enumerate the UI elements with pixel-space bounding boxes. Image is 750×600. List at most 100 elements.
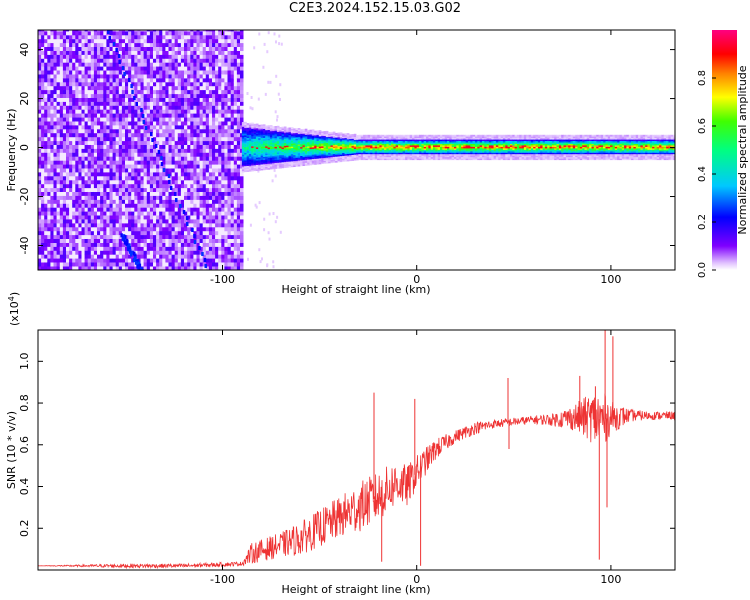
heatmap-cell xyxy=(56,132,61,138)
heatmap-cell xyxy=(215,238,219,243)
heatmap-cell xyxy=(47,199,51,204)
heatmap-cell xyxy=(143,183,148,189)
heatmap-cell xyxy=(177,140,182,145)
heatmap-cell xyxy=(180,219,185,224)
heatmap-cell xyxy=(66,164,70,169)
heatmap-cell xyxy=(262,161,266,163)
heatmap-cell xyxy=(174,211,179,216)
heatmap-cell xyxy=(156,101,160,106)
heatmap-cell xyxy=(149,156,154,161)
heatmap-cell xyxy=(69,85,73,91)
heatmap-cell xyxy=(50,101,54,106)
heatmap-cell xyxy=(241,132,245,135)
heatmap-cell xyxy=(156,199,160,204)
heatmap-cell xyxy=(81,58,85,63)
heatmap-cell xyxy=(137,187,141,192)
heatmap-cell xyxy=(53,199,57,204)
heatmap-cell xyxy=(115,207,120,212)
heatmap-cell xyxy=(125,30,129,32)
heatmap-cell xyxy=(168,176,172,181)
heatmap-cell xyxy=(106,140,110,145)
heatmap-cell xyxy=(159,234,163,239)
heatmap-cell xyxy=(279,146,282,148)
heatmap-cell xyxy=(212,78,216,83)
heatmap-cell xyxy=(134,50,138,55)
heatmap-cell xyxy=(233,156,238,161)
heatmap-cell xyxy=(265,163,268,166)
heatmap-streak-cell xyxy=(124,235,127,240)
heatmap-cell xyxy=(240,34,244,40)
heatmap-cell xyxy=(47,74,51,79)
heatmap-cell xyxy=(212,46,216,51)
heatmap-cell xyxy=(84,89,89,95)
heatmap-cell xyxy=(128,156,132,161)
heatmap-cell xyxy=(171,160,176,165)
heatmap-cell xyxy=(212,50,216,55)
heatmap-cell xyxy=(50,140,54,145)
heatmap-cell xyxy=(41,54,45,59)
heatmap-cell xyxy=(199,187,204,192)
heatmap-cell xyxy=(53,117,57,122)
heatmap-cell xyxy=(177,164,182,169)
heatmap-cell xyxy=(69,74,73,79)
heatmap-cell xyxy=(47,132,51,138)
heatmap-cell xyxy=(224,219,228,224)
heatmap-cell xyxy=(118,203,123,208)
heatmap-cell xyxy=(180,74,185,79)
heatmap-cell xyxy=(47,191,51,196)
heatmap-cell xyxy=(255,151,259,154)
heatmap-cell xyxy=(276,156,280,159)
heatmap-cell xyxy=(272,132,275,134)
heatmap-cell xyxy=(69,46,73,51)
heatmap-cell xyxy=(153,230,157,236)
heatmap-cell xyxy=(131,117,135,122)
heatmap-cell xyxy=(90,199,95,204)
heatmap-cell xyxy=(258,168,261,171)
heatmap-cell xyxy=(174,226,179,232)
heatmap-cell xyxy=(212,66,216,71)
heatmap-cell xyxy=(227,125,231,130)
heatmap-cell xyxy=(202,78,207,83)
heatmap-cell xyxy=(38,42,42,47)
heatmap-cell xyxy=(230,89,235,95)
heatmap-cell xyxy=(171,148,176,153)
heatmap-cell xyxy=(227,219,231,224)
heatmap-cell xyxy=(184,140,188,145)
heatmap-cell xyxy=(168,215,172,220)
heatmap-cell xyxy=(38,254,42,259)
heatmap-cell xyxy=(59,117,64,122)
heatmap-cell xyxy=(218,121,222,126)
heatmap-cell xyxy=(236,191,241,196)
heatmap-cell xyxy=(140,117,144,122)
heatmap-cell xyxy=(300,155,303,158)
heatmap-cell xyxy=(100,58,104,63)
heatmap-cell xyxy=(290,153,294,156)
heatmap-cell xyxy=(106,50,110,55)
heatmap-cell xyxy=(146,121,151,126)
heatmap-cell xyxy=(205,179,210,185)
heatmap-cell xyxy=(171,215,176,220)
heatmap-cell xyxy=(263,228,266,232)
heatmap-cell xyxy=(159,81,163,87)
heatmap-cell xyxy=(248,137,252,140)
heatmap-cell xyxy=(81,125,85,130)
heatmap-cell xyxy=(156,58,160,63)
heatmap-cell xyxy=(165,242,169,247)
heatmap-cell xyxy=(93,262,98,267)
heatmap-cell xyxy=(199,199,204,204)
heatmap-cell xyxy=(290,161,294,163)
heatmap-cell xyxy=(112,58,117,63)
heatmap-cell xyxy=(87,258,92,263)
heatmap-cell xyxy=(56,156,61,161)
heatmap-cell xyxy=(269,138,273,140)
heatmap-cell xyxy=(93,34,98,40)
heatmap-cell xyxy=(180,187,185,192)
heatmap-cell xyxy=(236,109,241,114)
heatmap-cell xyxy=(168,62,172,67)
heatmap-cell xyxy=(103,148,107,153)
heatmap-cell xyxy=(218,50,222,55)
heatmap-cell xyxy=(153,136,157,142)
heatmap-cell xyxy=(93,38,98,44)
heatmap-cell xyxy=(236,81,241,87)
heatmap-cell xyxy=(262,158,266,160)
